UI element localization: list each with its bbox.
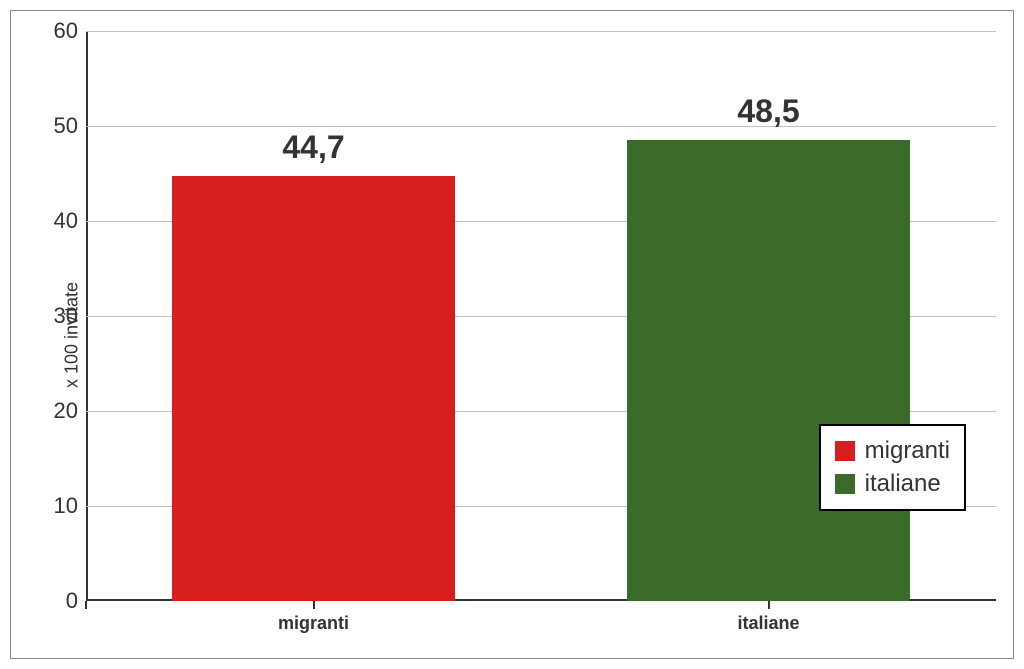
x-tick — [768, 601, 770, 609]
y-tick-label: 20 — [54, 398, 78, 424]
y-tick-label: 30 — [54, 303, 78, 329]
y-tick-label: 60 — [54, 18, 78, 44]
plot-area: 010203040506044,7migranti48,5italianemig… — [86, 31, 996, 601]
grid-line — [86, 126, 996, 127]
bar-migranti: 44,7 — [172, 176, 454, 601]
y-tick-label: 0 — [66, 588, 78, 614]
y-axis-label: x 100 invitate — [62, 281, 83, 387]
bar-value-label: 48,5 — [737, 93, 799, 130]
grid-line — [86, 31, 996, 32]
legend-label: migranti — [865, 434, 950, 468]
x-tick-label: italiane — [737, 613, 799, 634]
x-tick-label: migranti — [278, 613, 349, 634]
legend-label: italiane — [865, 467, 941, 501]
x-tick — [313, 601, 315, 609]
chart-container: x 100 invitate 0 10 20 30 40 50 60 44,7 migranti… — [10, 10, 1014, 659]
bar-value-label: 44,7 — [282, 129, 344, 166]
legend-item-migranti: migranti — [835, 434, 950, 468]
legend-swatch — [835, 441, 855, 461]
y-tick-label: 40 — [54, 208, 78, 234]
y-tick-label: 50 — [54, 113, 78, 139]
y-tick-label: 10 — [54, 493, 78, 519]
legend-item-italiane: italiane — [835, 467, 950, 501]
legend: migrantiitaliane — [819, 424, 966, 511]
x-tick — [85, 601, 87, 609]
legend-swatch — [835, 474, 855, 494]
bar-italiane: 48,5 — [627, 140, 909, 601]
